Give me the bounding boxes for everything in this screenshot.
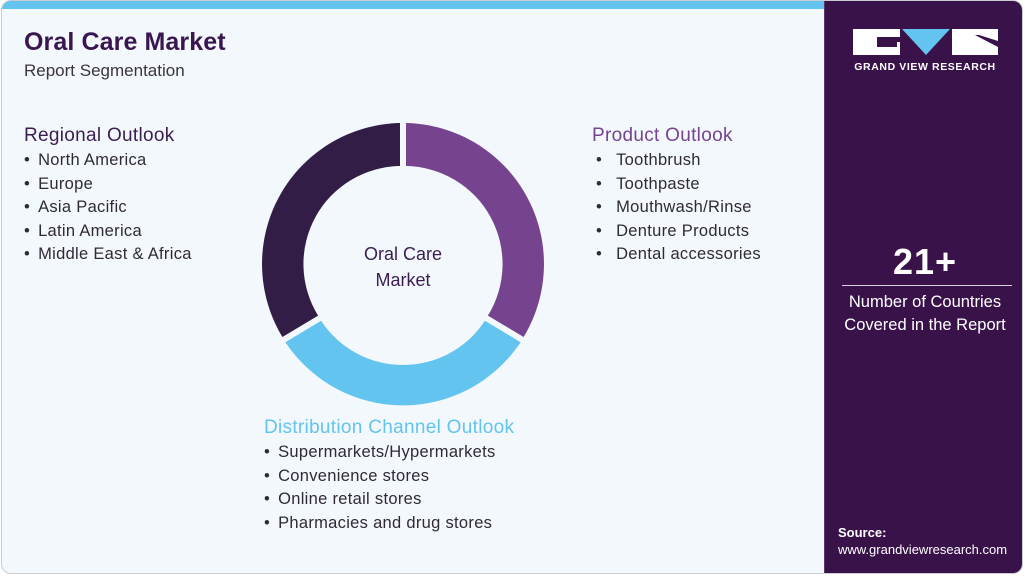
countries-stat-label: Number of Countries Covered in the Repor… [824, 291, 1022, 337]
stat-label-line-1: Number of Countries [848, 293, 1002, 311]
brand-name: GRAND VIEW RESEARCH [854, 61, 996, 73]
donut-center-label: Oral Care Market [303, 241, 503, 293]
list-item: Supermarkets/Hypermarkets [264, 441, 514, 465]
top-accent-bar [2, 1, 824, 9]
list-item: Dental accessories [592, 243, 761, 267]
regional-outlook-title: Regional Outlook [24, 125, 175, 146]
stat-label-line-2: Covered in the Report [844, 316, 1006, 334]
list-item: Toothpaste [592, 173, 761, 197]
list-item: Denture Products [592, 220, 761, 244]
source-url-link[interactable]: www.grandviewresearch.com [838, 542, 1008, 557]
grand-view-research-logo-icon [853, 29, 998, 55]
list-item: North America [24, 149, 192, 173]
source-label: Source: [838, 525, 887, 540]
list-item: Asia Pacific [24, 196, 192, 220]
page-subtitle: Report Segmentation [24, 61, 185, 80]
donut-segment-product [406, 123, 544, 337]
donut-segment-distribution [285, 320, 521, 406]
regional-outlook-section: Regional Outlook North America Europe As… [24, 125, 192, 267]
list-item: Convenience stores [264, 465, 514, 489]
list-item: Online retail stores [264, 488, 514, 512]
product-outlook-title: Product Outlook [592, 125, 733, 146]
list-item: Pharmacies and drug stores [264, 512, 514, 536]
list-item: Mouthwash/Rinse [592, 196, 761, 220]
product-outlook-section: Product Outlook Toothbrush Toothpaste Mo… [592, 125, 761, 267]
distribution-outlook-title: Distribution Channel Outlook [264, 417, 515, 438]
segmentation-donut [262, 123, 544, 406]
stat-divider [842, 285, 1012, 286]
donut-center-line-1: Oral Care [363, 244, 443, 264]
distribution-outlook-list: Supermarkets/Hypermarkets Convenience st… [264, 441, 514, 535]
list-item: Middle East & Africa [24, 243, 192, 267]
list-item: Toothbrush [592, 149, 761, 173]
donut-segment-regional [262, 123, 400, 337]
product-outlook-list: Toothbrush Toothpaste Mouthwash/Rinse De… [592, 149, 761, 267]
page-title: Oral Care Market [24, 28, 226, 56]
brand-side-panel [824, 1, 1022, 573]
list-item: Latin America [24, 220, 192, 244]
list-item: Europe [24, 173, 192, 197]
countries-stat-value: 21+ [892, 241, 958, 282]
donut-center-line-2: Market [375, 270, 431, 290]
regional-outlook-list: North America Europe Asia Pacific Latin … [24, 149, 192, 267]
distribution-outlook-section: Distribution Channel Outlook Supermarket… [264, 417, 514, 535]
